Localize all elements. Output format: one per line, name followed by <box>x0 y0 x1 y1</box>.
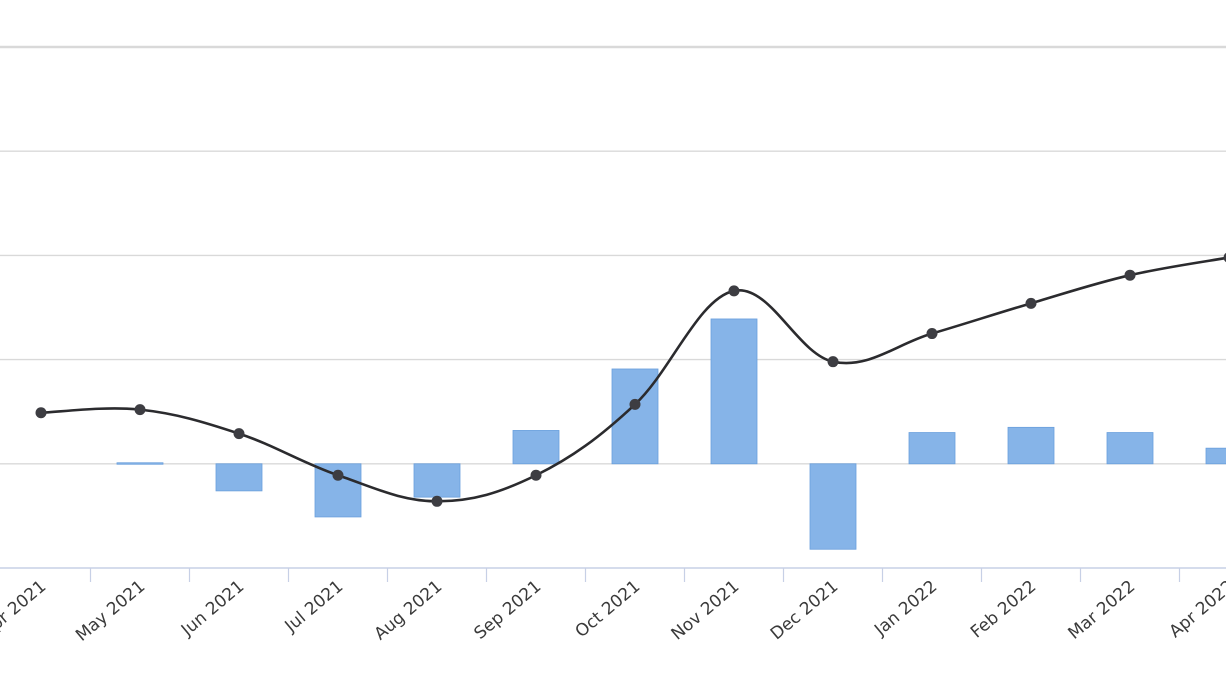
line-point <box>629 398 641 410</box>
line-point <box>35 407 47 419</box>
bar-series <box>116 318 1226 550</box>
line-point <box>233 428 245 440</box>
x-tick-label: Jul 2021 <box>281 577 348 637</box>
bar <box>1007 426 1055 465</box>
x-tick-label: Jun 2021 <box>177 577 248 641</box>
line-point <box>1223 252 1226 263</box>
bar <box>413 463 461 498</box>
x-tick-label: Nov 2021 <box>668 577 744 645</box>
line-point <box>530 469 542 481</box>
bar <box>512 430 560 465</box>
bar <box>1106 432 1154 465</box>
x-tick-label: Dec 2021 <box>767 577 842 645</box>
bar <box>710 318 758 465</box>
x-tick-label: Aug 2021 <box>371 577 447 645</box>
bar <box>611 368 659 465</box>
x-tick-label: Apr 2021 <box>0 577 50 643</box>
bar <box>215 463 263 492</box>
x-tick-label: Mar 2022 <box>1065 577 1140 644</box>
bar <box>116 462 164 465</box>
line-point <box>431 495 443 507</box>
x-tick-label: Oct 2021 <box>572 577 645 642</box>
line-point <box>1124 269 1136 281</box>
line-point <box>728 285 740 297</box>
x-tick-label: Sep 2021 <box>471 577 546 644</box>
line-point <box>1025 297 1037 309</box>
line-series <box>35 252 1226 507</box>
bar <box>809 463 857 550</box>
line-point <box>827 356 839 368</box>
line-point <box>332 469 344 481</box>
bar <box>1205 447 1226 465</box>
line-point <box>134 404 146 416</box>
x-tick-label: Jan 2022 <box>870 577 941 641</box>
x-tick-label: May 2021 <box>72 577 149 646</box>
bar <box>908 432 956 465</box>
x-tick-label: Apr 2022 <box>1166 577 1226 643</box>
x-axis: Apr 2021 May 2021 Jun 2021 Jul 2021 Aug 2021… <box>0 567 1226 646</box>
line-point <box>926 328 938 340</box>
x-tick-label: Feb 2022 <box>967 577 1040 643</box>
